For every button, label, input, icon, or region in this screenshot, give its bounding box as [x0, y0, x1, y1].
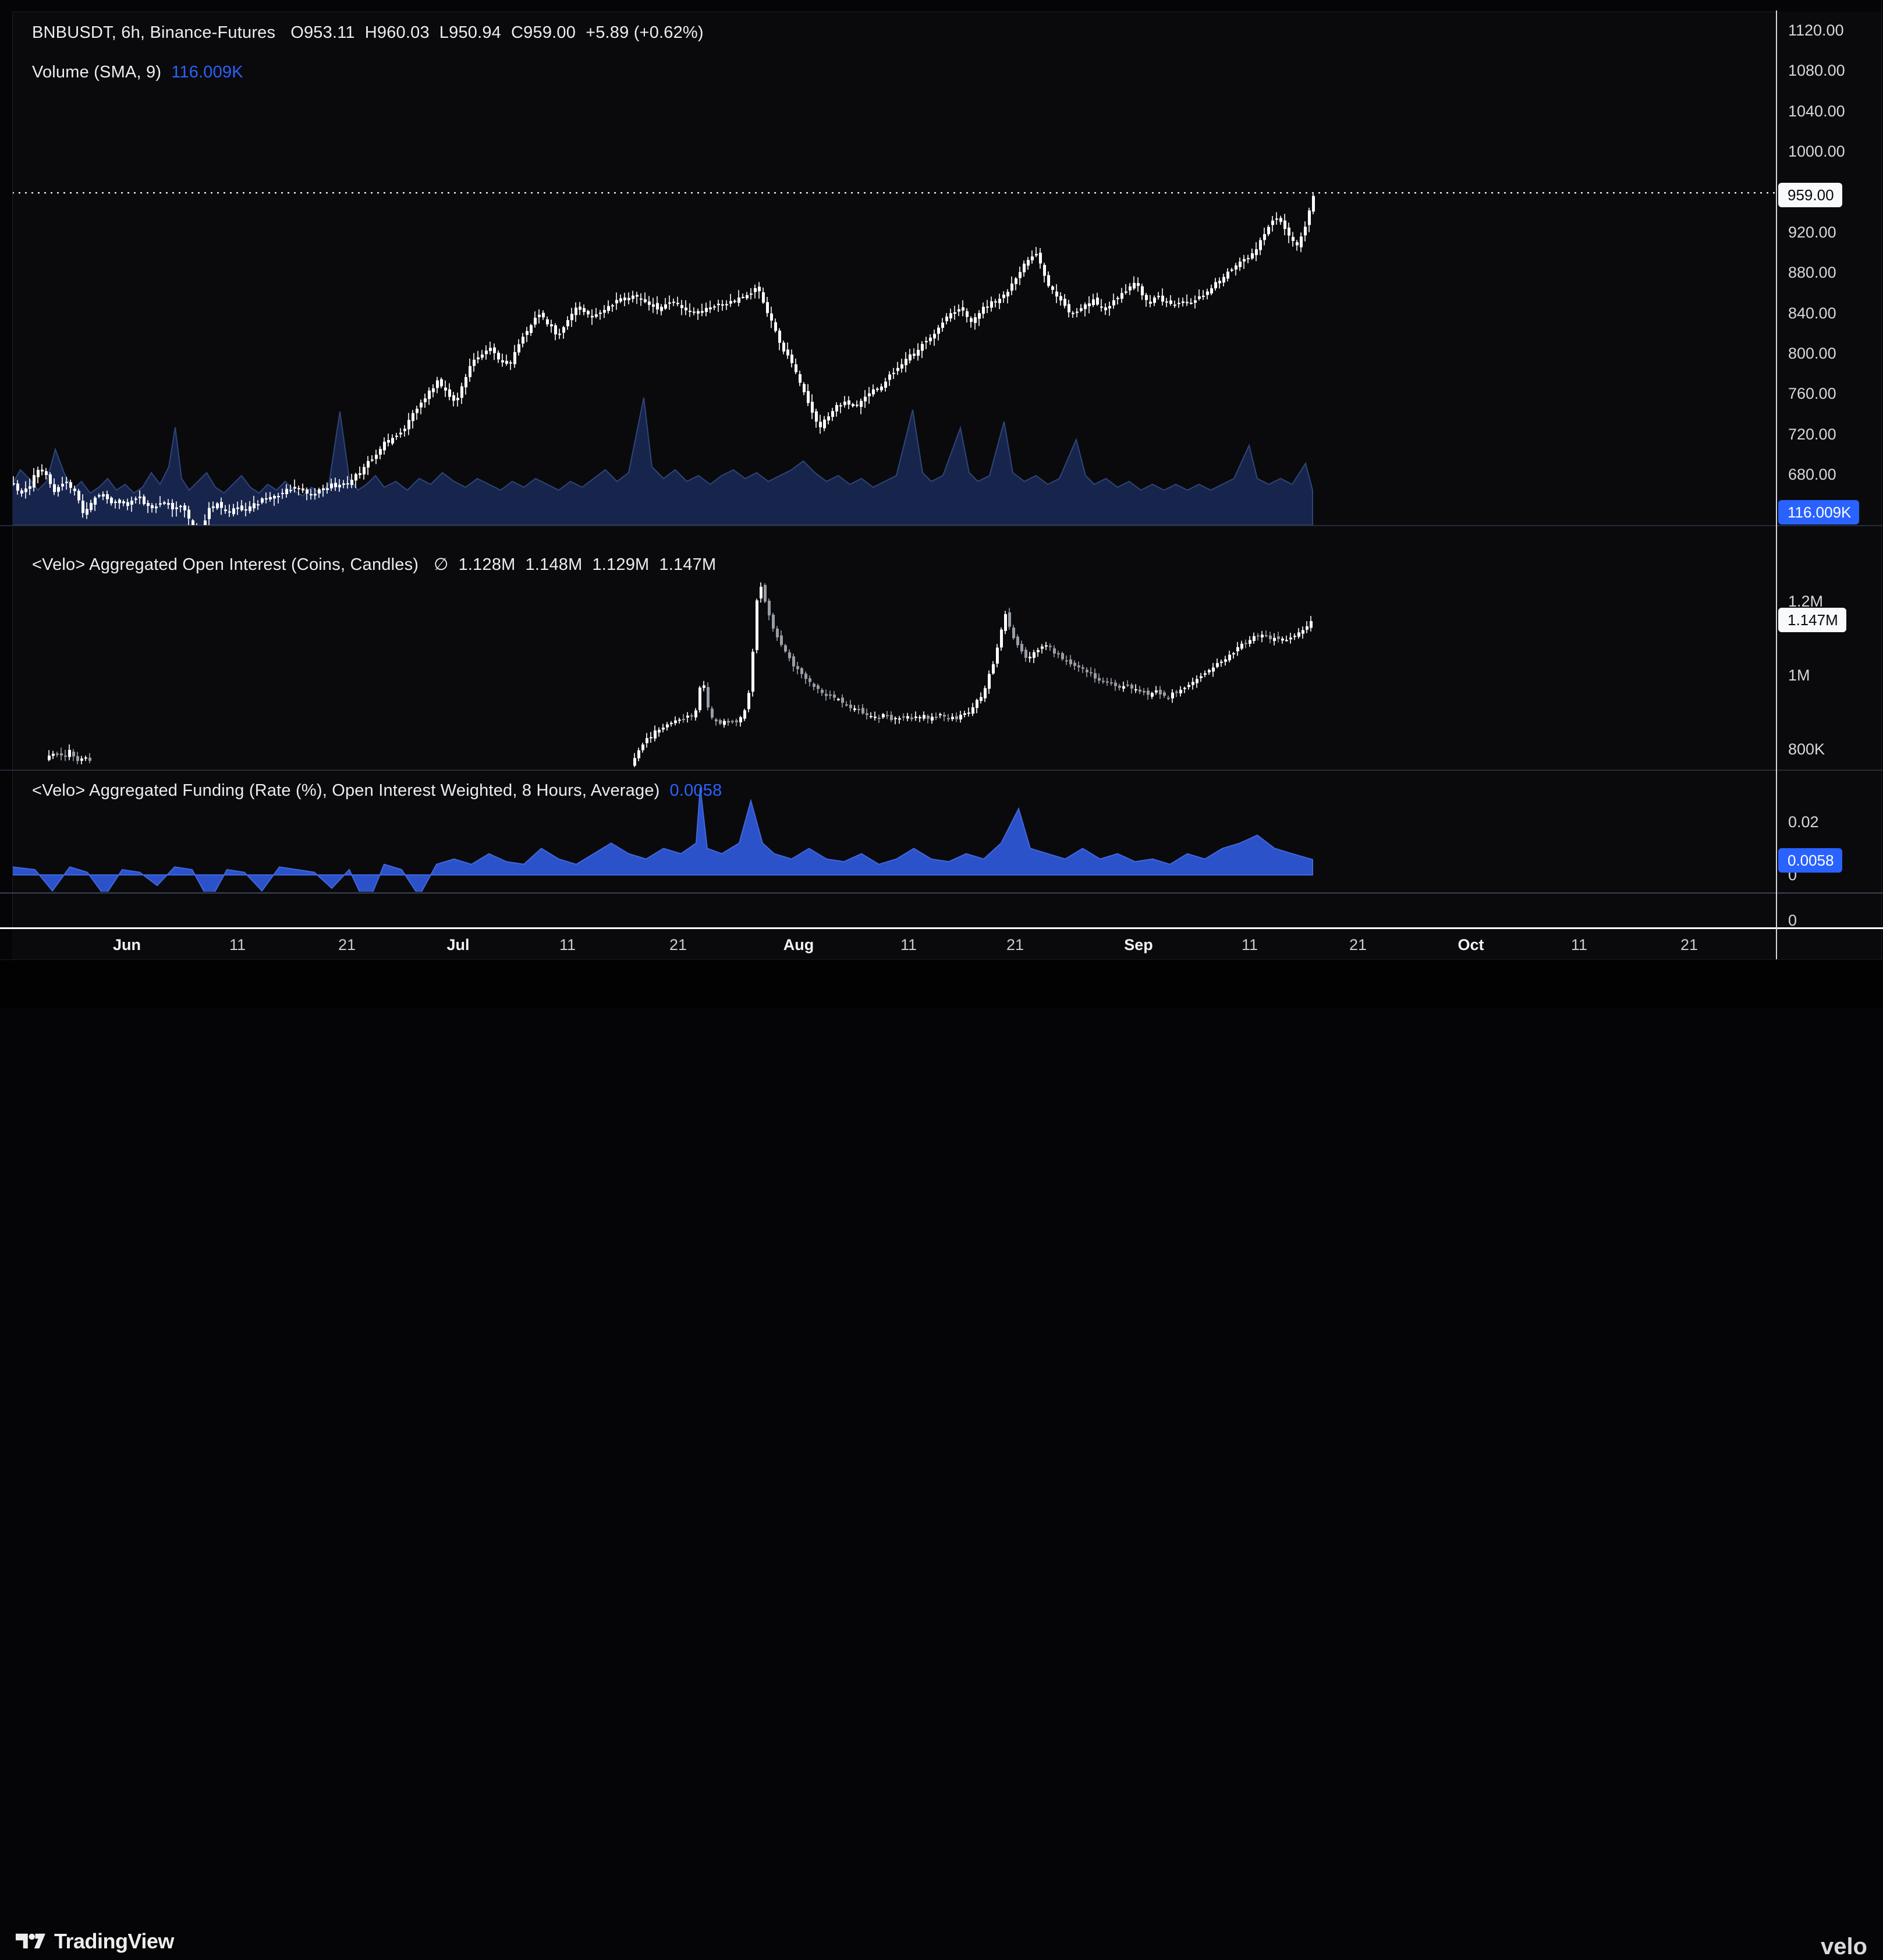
funding-label[interactable]: <Velo> Aggregated Funding (Rate (%), Ope… [32, 781, 660, 800]
symbol-title[interactable]: BNBUSDT, 6h, Binance-Futures [32, 23, 276, 42]
oi-high: 1.148M [525, 555, 583, 574]
time-label-11: 11 [900, 936, 917, 954]
tradingview-logo[interactable]: TradingView [16, 1929, 174, 1954]
price-tick: 1000.00 [1788, 143, 1845, 161]
time-label-11: 11 [229, 936, 246, 954]
price-tick: 1080.00 [1788, 62, 1845, 80]
time-label-21: 21 [669, 936, 687, 954]
time-label-21: 21 [1680, 936, 1698, 954]
time-label-21: 21 [1006, 936, 1024, 954]
oi-tick: 800K [1788, 740, 1825, 758]
volume-legend: Volume (SMA, 9) 116.009K [32, 63, 243, 82]
price-change: +5.89 (+0.62%) [586, 23, 704, 42]
mini-panel-zero-tick: 0 [1788, 912, 1797, 929]
time-label-sep: Sep [1124, 936, 1153, 954]
tradingview-wordmark: TradingView [54, 1929, 174, 1953]
oi-open: 1.128M [458, 555, 516, 574]
volume-value-badge: 116.009K [1778, 500, 1860, 524]
price-scale[interactable]: 1120.00 1080.00 1040.00 1000.00 920.00 880.00… [1776, 0, 1883, 959]
oi-close: 1.147M [659, 555, 717, 574]
chart-canvas[interactable] [0, 0, 1883, 1008]
last-price-badge: 959.00 [1778, 183, 1842, 207]
time-label-11: 11 [1241, 936, 1258, 954]
time-label-jun: Jun [112, 936, 141, 954]
time-label-11: 11 [559, 936, 576, 954]
bottom-area-line [0, 959, 1883, 960]
tradingview-mark-icon [16, 1933, 45, 1949]
oi-funding-divider[interactable] [0, 770, 1883, 771]
price-tick: 1120.00 [1788, 22, 1844, 39]
time-label-aug: Aug [783, 936, 814, 954]
oi-avg-symbol: ∅ [434, 555, 449, 574]
oi-value-badge: 1.147M [1778, 608, 1846, 632]
time-label-21: 21 [1349, 936, 1367, 954]
bottom-bar: TradingView velo [0, 960, 1883, 1959]
price-scale-axis-line[interactable] [1776, 10, 1777, 959]
velo-logo: velo [1820, 1934, 1867, 1959]
funding-value-badge: 0.0058 [1778, 848, 1842, 873]
ohlc-open: O953.11 [290, 23, 355, 42]
price-tick: 920.00 [1788, 223, 1836, 241]
price-oi-divider[interactable] [0, 525, 1883, 526]
funding-mini-divider[interactable] [0, 892, 1883, 894]
widget-left-border [12, 12, 13, 927]
time-label-21: 21 [338, 936, 356, 954]
time-axis[interactable]: Jun 11 21 Jul 11 21 Aug 11 21 Sep 11 21 Oct 11 21 [0, 929, 1776, 959]
time-label-11: 11 [1570, 936, 1588, 954]
funding-value: 0.0058 [669, 781, 722, 800]
time-axis-separator [0, 927, 1883, 929]
oi-tick: 1.2M [1788, 593, 1824, 610]
price-tick: 1040.00 [1788, 102, 1845, 120]
funding-tick: 0.02 [1788, 813, 1819, 831]
volume-label[interactable]: Volume (SMA, 9) [32, 63, 162, 81]
time-label-oct: Oct [1458, 936, 1484, 954]
price-tick: 760.00 [1788, 385, 1836, 403]
ohlc-close: C959.00 [511, 23, 576, 42]
oi-label[interactable]: <Velo> Aggregated Open Interest (Coins, … [32, 555, 419, 574]
oi-low: 1.129M [592, 555, 650, 574]
ohlc-high: H960.03 [364, 23, 430, 42]
time-label-jul: Jul [446, 936, 470, 954]
price-tick: 680.00 [1788, 466, 1836, 483]
oi-legend: <Velo> Aggregated Open Interest (Coins, … [32, 554, 716, 575]
funding-legend: <Velo> Aggregated Funding (Rate (%), Ope… [32, 781, 722, 800]
price-legend: BNBUSDT, 6h, Binance-Futures O953.11 H960.… [32, 23, 704, 42]
price-tick: 800.00 [1788, 344, 1836, 362]
volume-value: 116.009K [171, 63, 243, 81]
price-tick: 880.00 [1788, 264, 1836, 282]
price-tick: 840.00 [1788, 304, 1836, 322]
widget-right-border [1881, 0, 1882, 959]
price-tick: 720.00 [1788, 425, 1836, 443]
ohlc-low: L950.94 [439, 23, 502, 42]
oi-tick: 1M [1788, 667, 1810, 684]
